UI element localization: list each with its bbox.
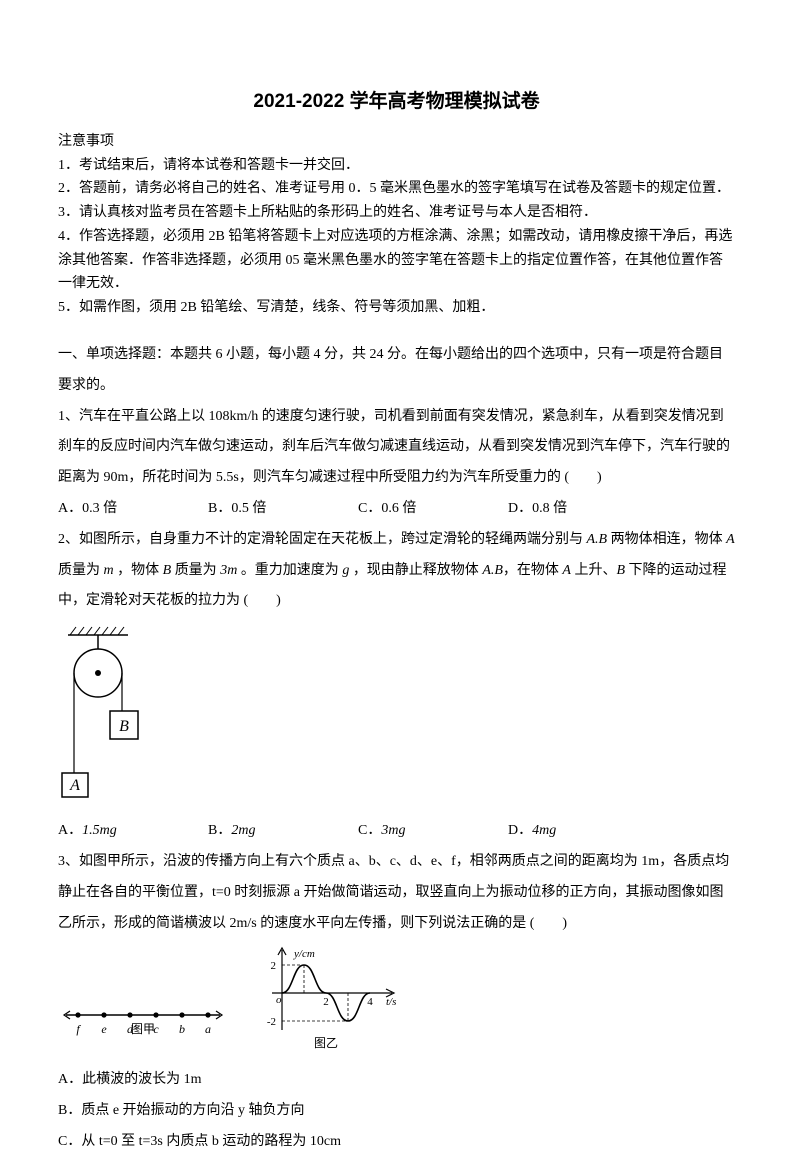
option-a: A．1.5mg (58, 816, 208, 847)
q2-b: B (163, 563, 172, 578)
xlabel: t/s (386, 996, 396, 1008)
xtick-4: 4 (367, 996, 373, 1008)
q2-text: 两物体相连，物体 (607, 532, 726, 547)
q2-3m: 3m (220, 563, 237, 578)
q2-ab: A.B (482, 563, 503, 578)
notice-item: 4．作答选择题，必须用 2B 铅笔将答题卡上对应选项的方框涂满、涂黑；如需改动，… (58, 225, 735, 296)
q2-text: 质量为 (171, 563, 220, 578)
ylabel: y/cm (293, 948, 315, 960)
option-b: B．2mg (208, 816, 358, 847)
pt-f: f (76, 1022, 81, 1036)
question-3-option-b: B．质点 e 开始振动的方向沿 y 轴负方向 (58, 1096, 735, 1127)
q2-text: 质量为 (58, 563, 104, 578)
opt-label: D． (508, 823, 532, 838)
question-3-option-a: A．此横波的波长为 1m (58, 1065, 735, 1096)
fig2-caption: 图乙 (314, 1036, 338, 1050)
opt-label: C． (358, 823, 381, 838)
xtick-2: 2 (323, 996, 329, 1008)
opt-value: 1.5mg (82, 823, 117, 838)
ytick-pos: 2 (271, 960, 277, 972)
notice-item: 2．答题前，请务必将自己的姓名、准考证号用 0．5 毫米黑色墨水的签字笔填写在试… (58, 177, 735, 201)
question-2: 2、如图所示，自身重力不计的定滑轮固定在天花板上，跨过定滑轮的轻绳两端分别与 A… (58, 525, 735, 617)
section-intro: 一、单项选择题：本题共 6 小题，每小题 4 分，共 24 分。在每小题给出的四… (58, 340, 735, 402)
opt-value: 2mg (231, 823, 255, 838)
ytick-neg: -2 (267, 1016, 276, 1028)
origin: o (276, 994, 282, 1006)
q2-text: ，在物体 (503, 563, 563, 578)
q2-text: 。重力加速度为 (237, 563, 342, 578)
q2-text: 上升、 (571, 563, 617, 578)
opt-label: A． (58, 823, 82, 838)
q2-b: B (616, 563, 625, 578)
opt-value: 3mg (381, 823, 405, 838)
q2-a: A (726, 532, 735, 547)
q2-a: A (562, 563, 571, 578)
question-1-options: A．0.3 倍 B．0.5 倍 C．0.6 倍 D．0.8 倍 (58, 494, 735, 525)
pt-b: b (179, 1022, 185, 1036)
q2-m: m (104, 563, 114, 578)
pt-e: e (101, 1022, 107, 1036)
notice-item: 3．请认真核对监考员在答题卡上所粘贴的条形码上的姓名、准考证号与本人是否相符． (58, 201, 735, 225)
q2-text: ，物体 (114, 563, 163, 578)
figure-jia: f e d c b a 图甲 (58, 991, 228, 1055)
option-c: C．0.6 倍 (358, 494, 508, 525)
q2-ab: A.B (587, 532, 608, 547)
question-3-figures: f e d c b a 图甲 y/cm t/s o 2 -2 2 4 图 (58, 945, 735, 1055)
option-a: A．0.3 倍 (58, 494, 208, 525)
page-title: 2021-2022 学年高考物理模拟试卷 (58, 88, 735, 117)
box-b-label: B (119, 718, 129, 735)
option-c: C．3mg (358, 816, 508, 847)
option-d: D．4mg (508, 816, 658, 847)
notice-heading: 注意事项 (58, 131, 735, 152)
option-d: D．0.8 倍 (508, 494, 658, 525)
box-a-label: A (69, 777, 80, 794)
notice-item: 1．考试结束后，请将本试卷和答题卡一并交回． (58, 154, 735, 178)
pt-a: a (205, 1022, 211, 1036)
figure-yi: y/cm t/s o 2 -2 2 4 图乙 (252, 945, 402, 1055)
question-3: 3、如图甲所示，沿波的传播方向上有六个质点 a、b、c、d、e、f，相邻两质点之… (58, 847, 735, 939)
question-3-option-c: C．从 t=0 至 t=3s 内质点 b 运动的路程为 10cm (58, 1127, 735, 1158)
question-2-figure: B A (58, 625, 735, 808)
opt-label: B． (208, 823, 231, 838)
fig1-caption: 图甲 (131, 1022, 155, 1036)
option-b: B．0.5 倍 (208, 494, 358, 525)
notice-item: 5．如需作图，须用 2B 铅笔绘、写清楚，线条、符号等须加黑、加粗． (58, 296, 735, 320)
question-2-options: A．1.5mg B．2mg C．3mg D．4mg (58, 816, 735, 847)
q2-text: ，现由静止释放物体 (349, 563, 482, 578)
question-1: 1、汽车在平直公路上以 108km/h 的速度匀速行驶，司机看到前面有突发情况，… (58, 402, 735, 494)
q2-text: 2、如图所示，自身重力不计的定滑轮固定在天花板上，跨过定滑轮的轻绳两端分别与 (58, 532, 587, 547)
opt-value: 4mg (532, 823, 556, 838)
